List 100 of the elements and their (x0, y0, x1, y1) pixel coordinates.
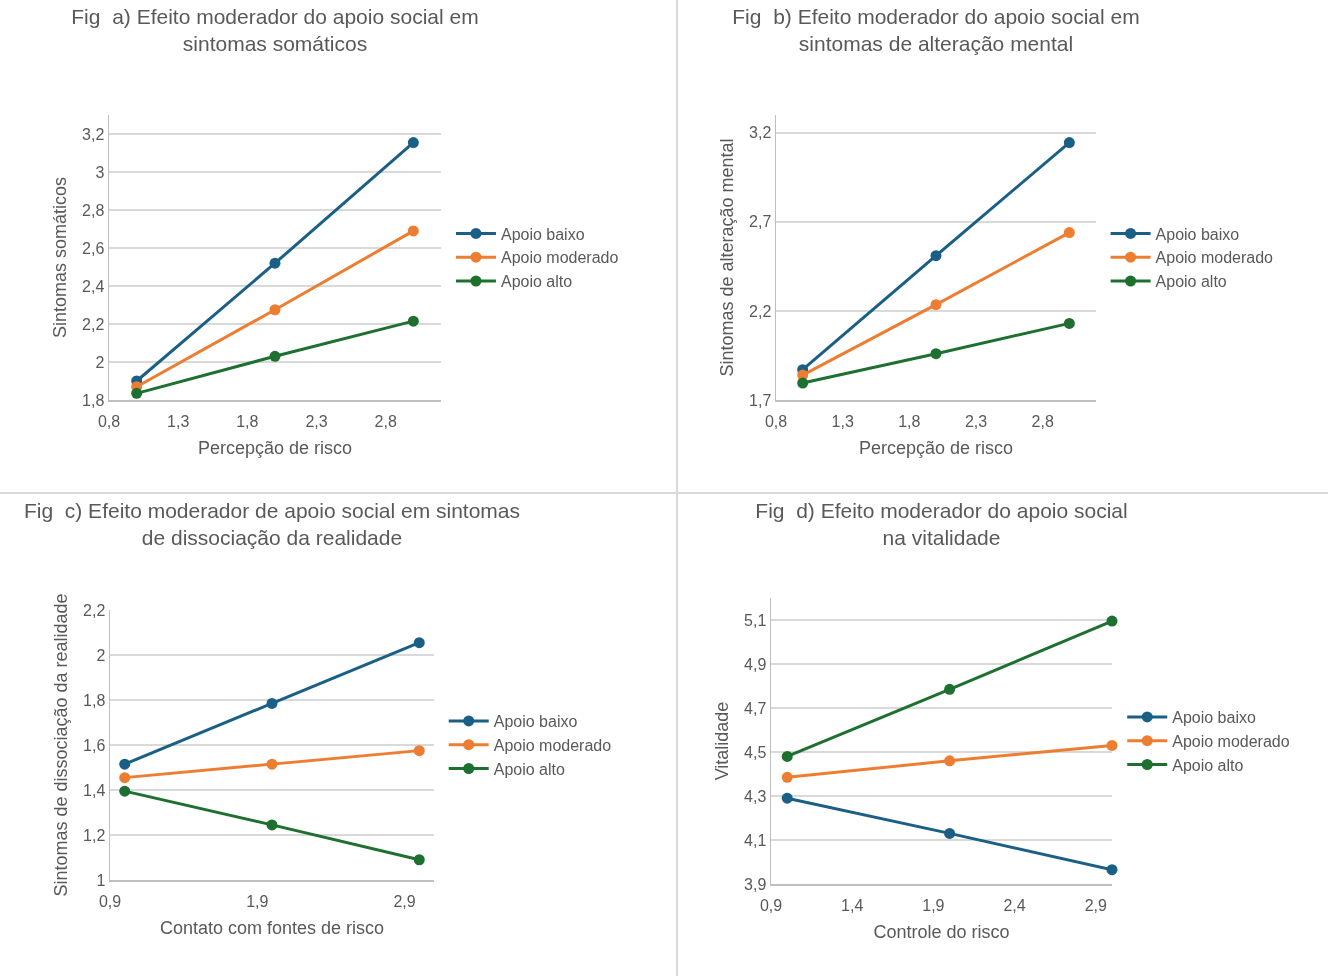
point (119, 772, 131, 784)
y-tick-label: 1,7 (749, 391, 772, 409)
point (266, 697, 278, 709)
x-tick-label: 1,4 (841, 896, 864, 914)
chart-title: Fig c) Efeito moderador de apoio social em sintomas de dissociação da realidade (23, 499, 521, 550)
point (407, 315, 419, 327)
y-axis-title: Sintomas de alteração mental (717, 138, 738, 377)
x-tick-label: 1,3 (167, 412, 190, 430)
x-tick-label: 1,9 (246, 892, 269, 910)
y-tick-label: 2,2 (82, 315, 105, 333)
y-axis-title: Sintomas somáticos (50, 176, 71, 339)
y-tick-label: 2,6 (82, 239, 105, 257)
point (1063, 227, 1075, 239)
point (781, 792, 793, 804)
point (407, 137, 419, 149)
point (1106, 615, 1118, 627)
y-tick-label: 2,8 (82, 201, 105, 219)
y-tick-label: 4,7 (744, 699, 767, 717)
y-tick-label: 4,1 (744, 831, 767, 849)
legend-label: Apoio alto (493, 760, 565, 778)
x-tick-label: 2,9 (1084, 896, 1107, 914)
y-tick-label: 1 (96, 871, 106, 889)
point (413, 854, 425, 866)
point (1063, 317, 1075, 329)
y-tick-label: 2,4 (82, 277, 105, 295)
point (930, 299, 942, 311)
y-tick-label: 3,9 (744, 875, 767, 893)
point (266, 758, 278, 770)
point (119, 785, 131, 797)
y-tick-label: 2 (96, 646, 106, 664)
point (781, 750, 793, 762)
point (930, 348, 942, 360)
x-axis-title: Percepção de risco (197, 437, 353, 458)
chart-title: Fig d) Efeito moderador do apoio social na vitalidade (755, 499, 1128, 550)
point (1106, 864, 1118, 876)
legend-label: Apoio baixo (1172, 709, 1256, 727)
y-tick-label: 3,2 (749, 124, 772, 142)
x-tick-label: 1,3 (831, 412, 854, 430)
y-tick-label: 1,2 (83, 826, 106, 844)
x-tick-label: 2,3 (305, 412, 328, 430)
y-tick-label: 4,5 (744, 743, 767, 761)
point (944, 683, 956, 695)
y-tick-label: 4,3 (744, 787, 767, 805)
y-axis-title: Sintomas de dissociação da realidade (51, 593, 72, 897)
x-tick-label: 2,3 (964, 412, 988, 430)
x-axis-title: Percepção de risco (858, 437, 1014, 458)
point (269, 304, 281, 316)
legend-label: Apoio alto (500, 273, 573, 291)
y-tick-label: 1,6 (83, 736, 106, 754)
legend-label: Apoio moderado (493, 736, 612, 754)
y-axis-title: Vitalidade (712, 701, 733, 781)
y-tick-label: 3 (95, 163, 105, 181)
y-tick-label: 1,4 (83, 781, 106, 799)
y-tick-label: 4,9 (744, 655, 767, 673)
point (266, 819, 278, 831)
point (269, 257, 281, 269)
point (944, 755, 956, 767)
chart-title: Fig b) Efeito moderador do apoio social em sintomas de alteração mental (732, 5, 1140, 56)
legend-label: Apoio alto (1155, 273, 1227, 291)
x-tick-label: 0,8 (764, 412, 788, 430)
legend-label: Apoio moderado (1155, 249, 1274, 267)
x-tick-label: 2,8 (1031, 412, 1054, 430)
x-tick-label: 1,8 (898, 412, 921, 430)
x-axis-title: Controle do risco (873, 921, 1010, 942)
point (131, 387, 143, 399)
point (119, 758, 131, 770)
y-tick-label: 2,7 (749, 213, 772, 231)
legend-label: Apoio moderado (500, 249, 619, 267)
legend-label: Apoio baixo (1155, 225, 1240, 243)
legend-label: Apoio baixo (500, 225, 585, 243)
point (1063, 137, 1075, 149)
y-tick-label: 2,2 (83, 601, 106, 619)
x-tick-label: 0,8 (97, 412, 121, 430)
legend-label: Apoio alto (1172, 756, 1244, 774)
point (407, 225, 419, 237)
x-axis-title: Contato com fontes de risco (159, 917, 385, 938)
y-tick-label: 5,1 (744, 611, 767, 629)
x-tick-label: 1,9 (922, 896, 945, 914)
x-tick-label: 0,9 (759, 896, 783, 914)
point (797, 377, 809, 389)
point (1106, 739, 1118, 751)
chart-title: Fig a) Efeito moderador do apoio social em sintomas somáticos (71, 5, 479, 56)
x-tick-label: 2,9 (393, 892, 416, 910)
x-tick-label: 2,4 (1003, 896, 1026, 914)
point (413, 745, 425, 757)
y-tick-label: 2 (95, 353, 105, 371)
legend-label: Apoio moderado (1172, 732, 1290, 750)
y-tick-label: 1,8 (83, 691, 106, 709)
x-tick-label: 2,8 (374, 412, 397, 430)
y-tick-label: 3,2 (82, 125, 105, 143)
y-tick-label: 1,8 (82, 391, 105, 409)
point (781, 771, 793, 783)
point (269, 350, 281, 362)
x-tick-label: 1,8 (236, 412, 259, 430)
point (413, 637, 425, 649)
point (944, 827, 956, 839)
point (930, 250, 942, 262)
y-tick-label: 2,2 (749, 302, 772, 320)
legend-label: Apoio baixo (493, 713, 578, 731)
x-tick-label: 0,9 (98, 892, 122, 910)
